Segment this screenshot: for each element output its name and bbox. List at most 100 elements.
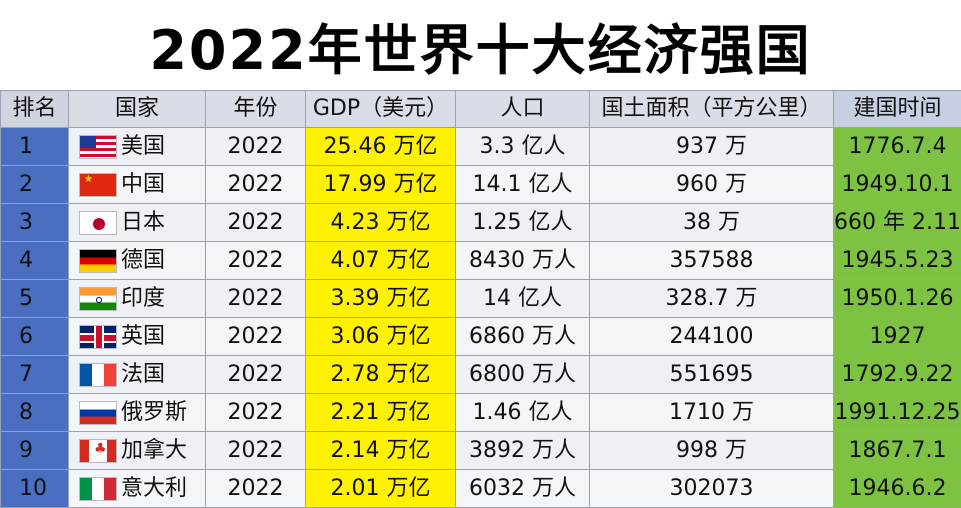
population-cell: 3892 万人 — [456, 432, 590, 470]
rank-cell: 1 — [1, 128, 69, 166]
year-cell: 2022 — [206, 470, 306, 508]
header-row: 排名 国家 年份 GDP（美元） 人口 国土面积（平方公里） 建国时间 — [1, 91, 961, 128]
year-cell: 2022 — [206, 204, 306, 242]
country-name: 英国 — [121, 324, 165, 349]
country-name: 德国 — [121, 248, 165, 273]
country-name: 印度 — [121, 286, 165, 311]
founded-cell: 1949.10.1 — [834, 166, 961, 204]
gdp-cell: 3.06 万亿 — [306, 318, 456, 356]
country-name: 美国 — [121, 134, 165, 159]
country-cell: 印度 — [69, 280, 206, 318]
gdp-cell: 4.07 万亿 — [306, 242, 456, 280]
country-name: 中国 — [121, 172, 165, 197]
gdp-cell: 4.23 万亿 — [306, 204, 456, 242]
it-flag-icon — [79, 477, 117, 501]
year-cell: 2022 — [206, 242, 306, 280]
gb-flag-icon — [79, 325, 117, 349]
founded-cell: 1776.7.4 — [834, 128, 961, 166]
founded-cell: 1950.1.26 — [834, 280, 961, 318]
in-flag-icon — [79, 287, 117, 311]
gdp-cell: 2.14 万亿 — [306, 432, 456, 470]
country-cell: 意大利 — [69, 470, 206, 508]
gdp-cell: 2.78 万亿 — [306, 356, 456, 394]
rank-cell: 10 — [1, 470, 69, 508]
area-cell: 998 万 — [590, 432, 834, 470]
economies-table: 排名 国家 年份 GDP（美元） 人口 国土面积（平方公里） 建国时间 1 美国 2… — [0, 90, 961, 508]
header-year: 年份 — [206, 91, 306, 128]
country-name: 意大利 — [121, 476, 187, 501]
rank-cell: 5 — [1, 280, 69, 318]
founded-cell: 1927 — [834, 318, 961, 356]
population-cell: 6800 万人 — [456, 356, 590, 394]
ru-flag-icon — [79, 401, 117, 425]
year-cell: 2022 — [206, 356, 306, 394]
ca-flag-icon — [79, 439, 117, 463]
header-area: 国土面积（平方公里） — [590, 91, 834, 128]
year-cell: 2022 — [206, 128, 306, 166]
year-cell: 2022 — [206, 432, 306, 470]
fr-flag-icon — [79, 363, 117, 387]
area-cell: 244100 — [590, 318, 834, 356]
population-cell: 6860 万人 — [456, 318, 590, 356]
cn-flag-icon — [79, 173, 117, 197]
founded-cell: 1946.6.2 — [834, 470, 961, 508]
header-founded: 建国时间 — [834, 91, 961, 128]
gdp-cell: 3.39 万亿 — [306, 280, 456, 318]
gdp-cell: 17.99 万亿 — [306, 166, 456, 204]
area-cell: 302073 — [590, 470, 834, 508]
country-name: 日本 — [121, 210, 165, 235]
jp-flag-icon — [79, 211, 117, 235]
area-cell: 38 万 — [590, 204, 834, 242]
year-cell: 2022 — [206, 394, 306, 432]
area-cell: 357588 — [590, 242, 834, 280]
founded-cell: 660 年 2.11 — [834, 204, 961, 242]
area-cell: 551695 — [590, 356, 834, 394]
population-cell: 1.46 亿人 — [456, 394, 590, 432]
us-flag-icon — [79, 135, 117, 159]
header-gdp: GDP（美元） — [306, 91, 456, 128]
area-cell: 1710 万 — [590, 394, 834, 432]
header-population: 人口 — [456, 91, 590, 128]
population-cell: 3.3 亿人 — [456, 128, 590, 166]
area-cell: 328.7 万 — [590, 280, 834, 318]
de-flag-icon — [79, 249, 117, 273]
area-cell: 937 万 — [590, 128, 834, 166]
country-cell: 英国 — [69, 318, 206, 356]
country-cell: 美国 — [69, 128, 206, 166]
founded-cell: 1792.9.22 — [834, 356, 961, 394]
rank-cell: 9 — [1, 432, 69, 470]
founded-cell: 1867.7.1 — [834, 432, 961, 470]
gdp-cell: 2.01 万亿 — [306, 470, 456, 508]
rank-cell: 7 — [1, 356, 69, 394]
country-cell: 俄罗斯 — [69, 394, 206, 432]
page-title: 2022年世界十大经济强国 — [0, 0, 961, 90]
population-cell: 6032 万人 — [456, 470, 590, 508]
year-cell: 2022 — [206, 280, 306, 318]
gdp-cell: 25.46 万亿 — [306, 128, 456, 166]
gdp-cell: 2.21 万亿 — [306, 394, 456, 432]
year-cell: 2022 — [206, 318, 306, 356]
founded-cell: 1945.5.23 — [834, 242, 961, 280]
country-name: 俄罗斯 — [121, 400, 187, 425]
rank-cell: 2 — [1, 166, 69, 204]
country-cell: 德国 — [69, 242, 206, 280]
country-cell: 中国 — [69, 166, 206, 204]
population-cell: 1.25 亿人 — [456, 204, 590, 242]
population-cell: 8430 万人 — [456, 242, 590, 280]
rank-cell: 6 — [1, 318, 69, 356]
country-cell: 日本 — [69, 204, 206, 242]
rank-cell: 8 — [1, 394, 69, 432]
rank-cell: 4 — [1, 242, 69, 280]
country-name: 法国 — [121, 362, 165, 387]
country-name: 加拿大 — [121, 438, 187, 463]
population-cell: 14.1 亿人 — [456, 166, 590, 204]
rank-cell: 3 — [1, 204, 69, 242]
